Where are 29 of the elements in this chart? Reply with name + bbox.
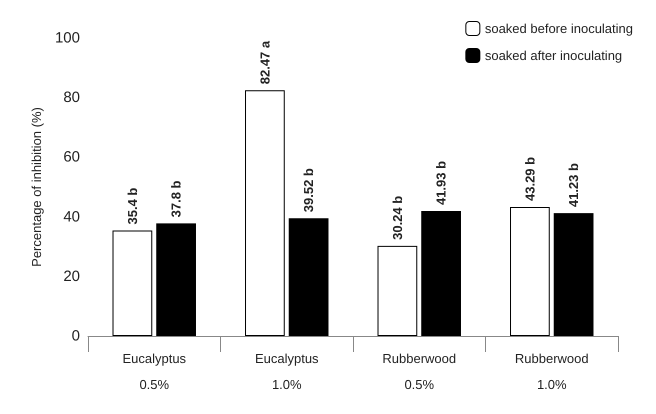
bar [378,246,418,336]
legend-label: soaked after inoculating [484,48,622,63]
bar [554,213,594,336]
bar [156,223,196,336]
data-label: 30.24 b [390,196,405,240]
bar [421,211,461,336]
x-tick-label: Eucalyptus 1.0% [254,351,320,392]
y-tick-label: 20 [63,268,80,285]
data-label: 39.52 b [301,168,316,212]
data-label: 41.93 b [434,160,449,206]
legend-label: soaked before inoculating [484,21,634,36]
x-tick-label: Rubberwood 0.5% [382,351,456,392]
bar [288,218,328,336]
x-tick-label: Eucalyptus 0.5% [122,351,187,392]
bar [112,230,152,336]
y-tick-label: 0 [72,328,80,344]
data-label: 82.47 a [257,40,272,84]
y-tick-label: 80 [63,89,80,106]
bar [245,90,285,336]
y-axis-title: Percentage of inhibition (%) [29,107,44,267]
y-tick-label: 60 [63,148,80,166]
data-label: 43.29 b [522,156,538,201]
data-label: 41.23 b [566,162,582,208]
data-label: 37.8 b [168,180,184,218]
bar [510,206,550,336]
y-tick-label: 40 [63,208,80,226]
data-label: 35.4 b [124,188,140,225]
y-tick-label: 100 [54,30,80,46]
x-tick-label: Rubberwood 1.0% [514,351,589,392]
